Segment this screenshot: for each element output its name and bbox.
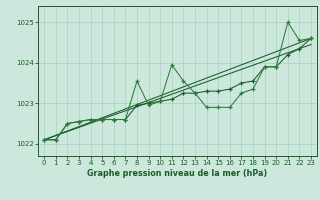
X-axis label: Graphe pression niveau de la mer (hPa): Graphe pression niveau de la mer (hPa): [87, 169, 268, 178]
